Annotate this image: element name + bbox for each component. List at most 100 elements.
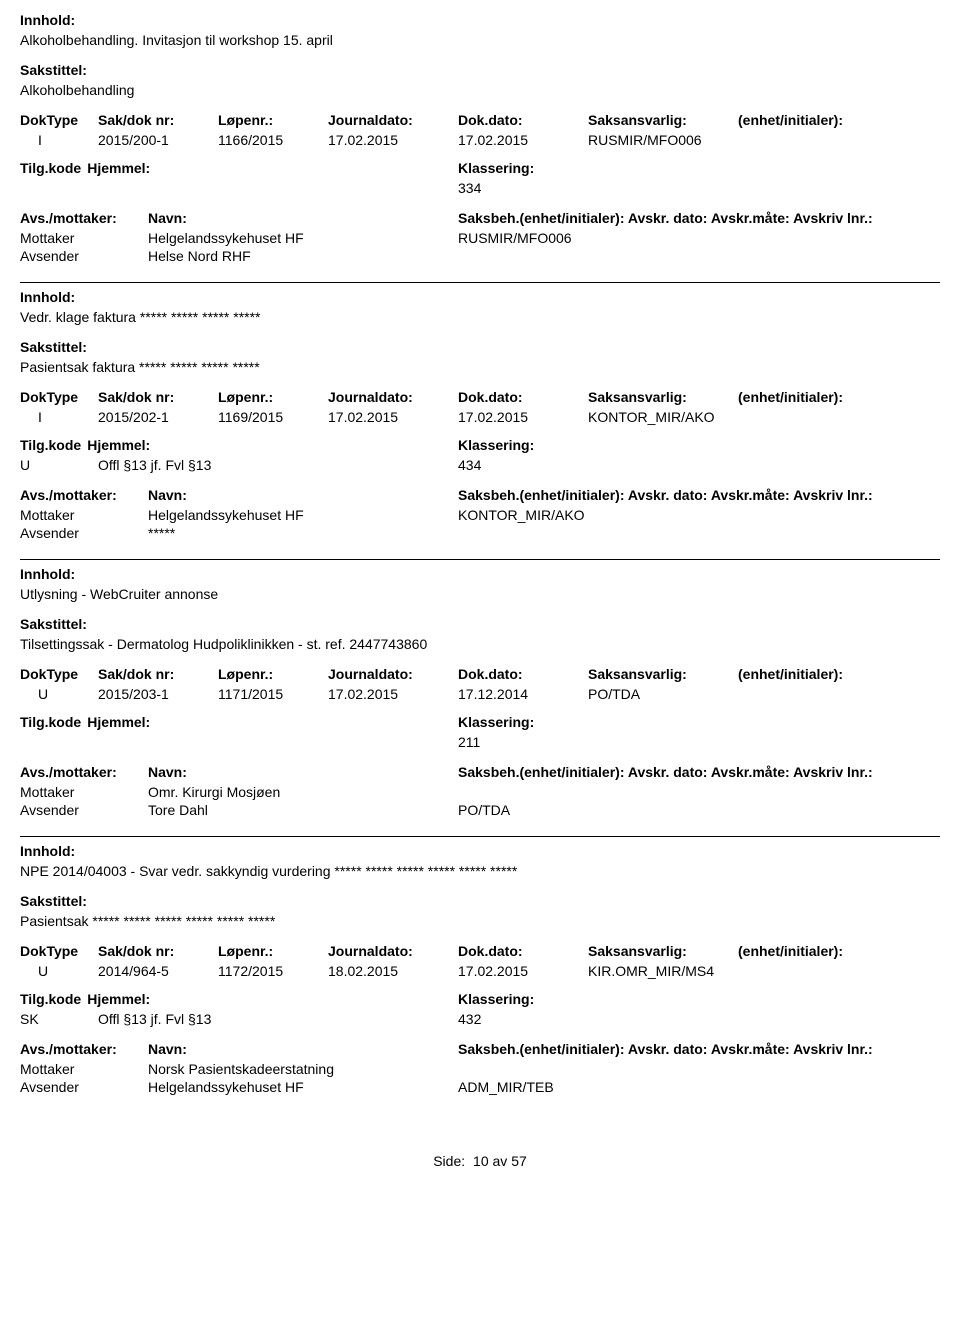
hdr-navn: Navn: <box>148 210 458 226</box>
values-row: I 2015/202-1 1169/2015 17.02.2015 17.02.… <box>20 409 940 425</box>
party-role: Mottaker <box>20 784 148 800</box>
hjemmel-row: 211 <box>20 734 940 750</box>
avs-header-row: Avs./mottaker: Navn: Saksbeh.(enhet/init… <box>20 1041 940 1057</box>
hjemmel-label: Hjemmel: <box>87 160 150 176</box>
val-journaldato: 18.02.2015 <box>328 963 458 979</box>
hdr-dokdato: Dok.dato: <box>458 389 588 405</box>
val-doktype: I <box>20 409 98 425</box>
hdr-saksbeh: Saksbeh.(enhet/initialer): Avskr. dato: … <box>458 1041 940 1057</box>
hdr-enhet: (enhet/initialer): <box>738 112 878 128</box>
party-row: Avsender Tore Dahl PO/TDA <box>20 802 940 818</box>
hdr-journaldato: Journaldato: <box>328 389 458 405</box>
hdr-avsmottaker: Avs./mottaker: <box>20 764 148 780</box>
hdr-enhet: (enhet/initialer): <box>738 666 878 682</box>
party-unit <box>458 784 940 800</box>
footer-av-label: av <box>493 1153 508 1169</box>
avs-header-row: Avs./mottaker: Navn: Saksbeh.(enhet/init… <box>20 210 940 226</box>
klassering-label: Klassering: <box>458 437 940 453</box>
hjemmel-label: Hjemmel: <box>87 437 150 453</box>
val-dokdato: 17.02.2015 <box>458 132 588 148</box>
party-row: Mottaker Omr. Kirurgi Mosjøen <box>20 784 940 800</box>
party-unit <box>458 1061 940 1077</box>
party-unit <box>458 248 940 264</box>
party-name: Omr. Kirurgi Mosjøen <box>148 784 458 800</box>
record: Innhold: NPE 2014/04003 - Svar vedr. sak… <box>20 843 940 1113</box>
val-lopenr: 1169/2015 <box>218 409 328 425</box>
hjemmel-label: Hjemmel: <box>87 714 150 730</box>
hdr-navn: Navn: <box>148 764 458 780</box>
hjemmel-row: U Offl §13 jf. Fvl §13 434 <box>20 457 940 473</box>
innhold-label: Innhold: <box>20 289 940 305</box>
hdr-saksbeh: Saksbeh.(enhet/initialer): Avskr. dato: … <box>458 210 940 226</box>
party-role: Avsender <box>20 525 148 541</box>
tilgkode-label: Tilg.kode <box>20 714 81 730</box>
tilgkode-value: SK <box>20 1011 98 1027</box>
page-footer: Side: 10 av 57 <box>20 1153 940 1169</box>
val-journaldato: 17.02.2015 <box>328 409 458 425</box>
values-row: U 2014/964-5 1172/2015 18.02.2015 17.02.… <box>20 963 940 979</box>
party-name: Tore Dahl <box>148 802 458 818</box>
footer-page-num: 10 <box>473 1153 489 1169</box>
hjemmel-label: Hjemmel: <box>87 991 150 1007</box>
val-dokdato: 17.12.2014 <box>458 686 588 702</box>
hdr-doktype: DokType <box>20 666 98 682</box>
val-saknr: 2014/964-5 <box>98 963 218 979</box>
party-row: Avsender Helgelandssykehuset HF ADM_MIR/… <box>20 1079 940 1095</box>
tilg-row: Tilg.kode Hjemmel: Klassering: <box>20 437 940 453</box>
val-journaldato: 17.02.2015 <box>328 132 458 148</box>
hdr-dokdato: Dok.dato: <box>458 112 588 128</box>
sakstittel-text: Tilsettingssak - Dermatolog Hudpoliklini… <box>20 636 940 652</box>
sakstittel-text: Pasientsak ***** ***** ***** ***** *****… <box>20 913 940 929</box>
sakstittel-label: Sakstittel: <box>20 616 940 632</box>
sakstittel-text: Alkoholbehandling <box>20 82 940 98</box>
headers-row: DokType Sak/dok nr: Løpenr.: Journaldato… <box>20 389 940 405</box>
party-unit: PO/TDA <box>458 802 940 818</box>
hdr-avsmottaker: Avs./mottaker: <box>20 1041 148 1057</box>
hdr-saksansvarlig: Saksansvarlig: <box>588 943 738 959</box>
record: Innhold: Alkoholbehandling. Invitasjon t… <box>20 12 940 283</box>
hdr-journaldato: Journaldato: <box>328 666 458 682</box>
party-name: Helgelandssykehuset HF <box>148 507 458 523</box>
party-name: Helgelandssykehuset HF <box>148 1079 458 1095</box>
val-lopenr: 1172/2015 <box>218 963 328 979</box>
hdr-dokdato: Dok.dato: <box>458 943 588 959</box>
party-unit: ADM_MIR/TEB <box>458 1079 940 1095</box>
tilgkode-label: Tilg.kode <box>20 160 81 176</box>
hdr-lopenr: Løpenr.: <box>218 112 328 128</box>
val-doktype: I <box>20 132 98 148</box>
headers-row: DokType Sak/dok nr: Løpenr.: Journaldato… <box>20 666 940 682</box>
hdr-doktype: DokType <box>20 389 98 405</box>
hdr-enhet: (enhet/initialer): <box>738 943 878 959</box>
values-row: I 2015/200-1 1166/2015 17.02.2015 17.02.… <box>20 132 940 148</box>
tilgkode-label: Tilg.kode <box>20 437 81 453</box>
hdr-doktype: DokType <box>20 112 98 128</box>
val-enhet <box>738 963 878 979</box>
hdr-saksansvarlig: Saksansvarlig: <box>588 666 738 682</box>
tilgkode-value: U <box>20 457 98 473</box>
hdr-avsmottaker: Avs./mottaker: <box>20 487 148 503</box>
party-role: Mottaker <box>20 507 148 523</box>
tilg-row: Tilg.kode Hjemmel: Klassering: <box>20 160 940 176</box>
headers-row: DokType Sak/dok nr: Løpenr.: Journaldato… <box>20 112 940 128</box>
party-role: Mottaker <box>20 1061 148 1077</box>
party-unit <box>458 525 940 541</box>
hdr-enhet: (enhet/initialer): <box>738 389 878 405</box>
val-enhet <box>738 409 878 425</box>
hdr-avsmottaker: Avs./mottaker: <box>20 210 148 226</box>
hdr-lopenr: Løpenr.: <box>218 666 328 682</box>
hdr-saknr: Sak/dok nr: <box>98 666 218 682</box>
val-enhet <box>738 686 878 702</box>
val-dokdato: 17.02.2015 <box>458 409 588 425</box>
record: Innhold: Utlysning - WebCruiter annonse … <box>20 566 940 837</box>
val-saksansvarlig: KIR.OMR_MIR/MS4 <box>588 963 738 979</box>
val-dokdato: 17.02.2015 <box>458 963 588 979</box>
innhold-text: Utlysning - WebCruiter annonse <box>20 586 940 602</box>
party-name: ***** <box>148 525 458 541</box>
val-enhet <box>738 132 878 148</box>
values-row: U 2015/203-1 1171/2015 17.02.2015 17.12.… <box>20 686 940 702</box>
tilg-row: Tilg.kode Hjemmel: Klassering: <box>20 714 940 730</box>
party-role: Avsender <box>20 1079 148 1095</box>
tilgkode-value <box>20 734 98 750</box>
hjemmel-value <box>98 734 458 750</box>
sakstittel-label: Sakstittel: <box>20 62 940 78</box>
